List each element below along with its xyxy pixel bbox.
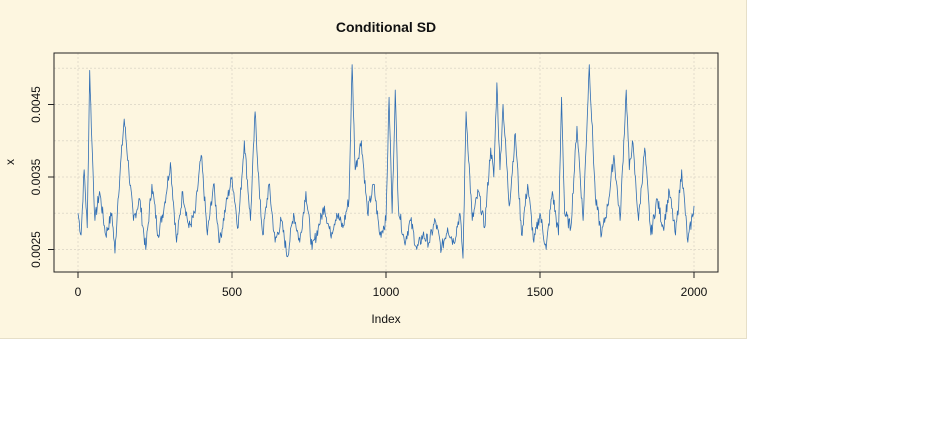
x-tick-label: 1500 bbox=[527, 285, 554, 299]
x-tick-label: 500 bbox=[222, 285, 242, 299]
x-axis-title: Index bbox=[371, 312, 400, 326]
grid bbox=[54, 53, 718, 272]
series-line bbox=[77, 64, 695, 259]
y-axis: 0.0025 0.0035 0.0045 bbox=[29, 86, 54, 268]
x-axis: 0 500 1000 1500 2000 bbox=[75, 272, 708, 299]
x-tick-label: 1000 bbox=[373, 285, 400, 299]
x-tick-label: 2000 bbox=[681, 285, 708, 299]
y-tick-label: 0.0025 bbox=[29, 231, 43, 268]
y-tick-label: 0.0045 bbox=[29, 86, 43, 123]
y-axis-title: x bbox=[3, 159, 17, 165]
series-layer bbox=[77, 64, 695, 259]
y-tick-label: 0.0035 bbox=[29, 158, 43, 195]
chart-title: Conditional SD bbox=[336, 19, 436, 35]
x-tick-label: 0 bbox=[75, 285, 82, 299]
